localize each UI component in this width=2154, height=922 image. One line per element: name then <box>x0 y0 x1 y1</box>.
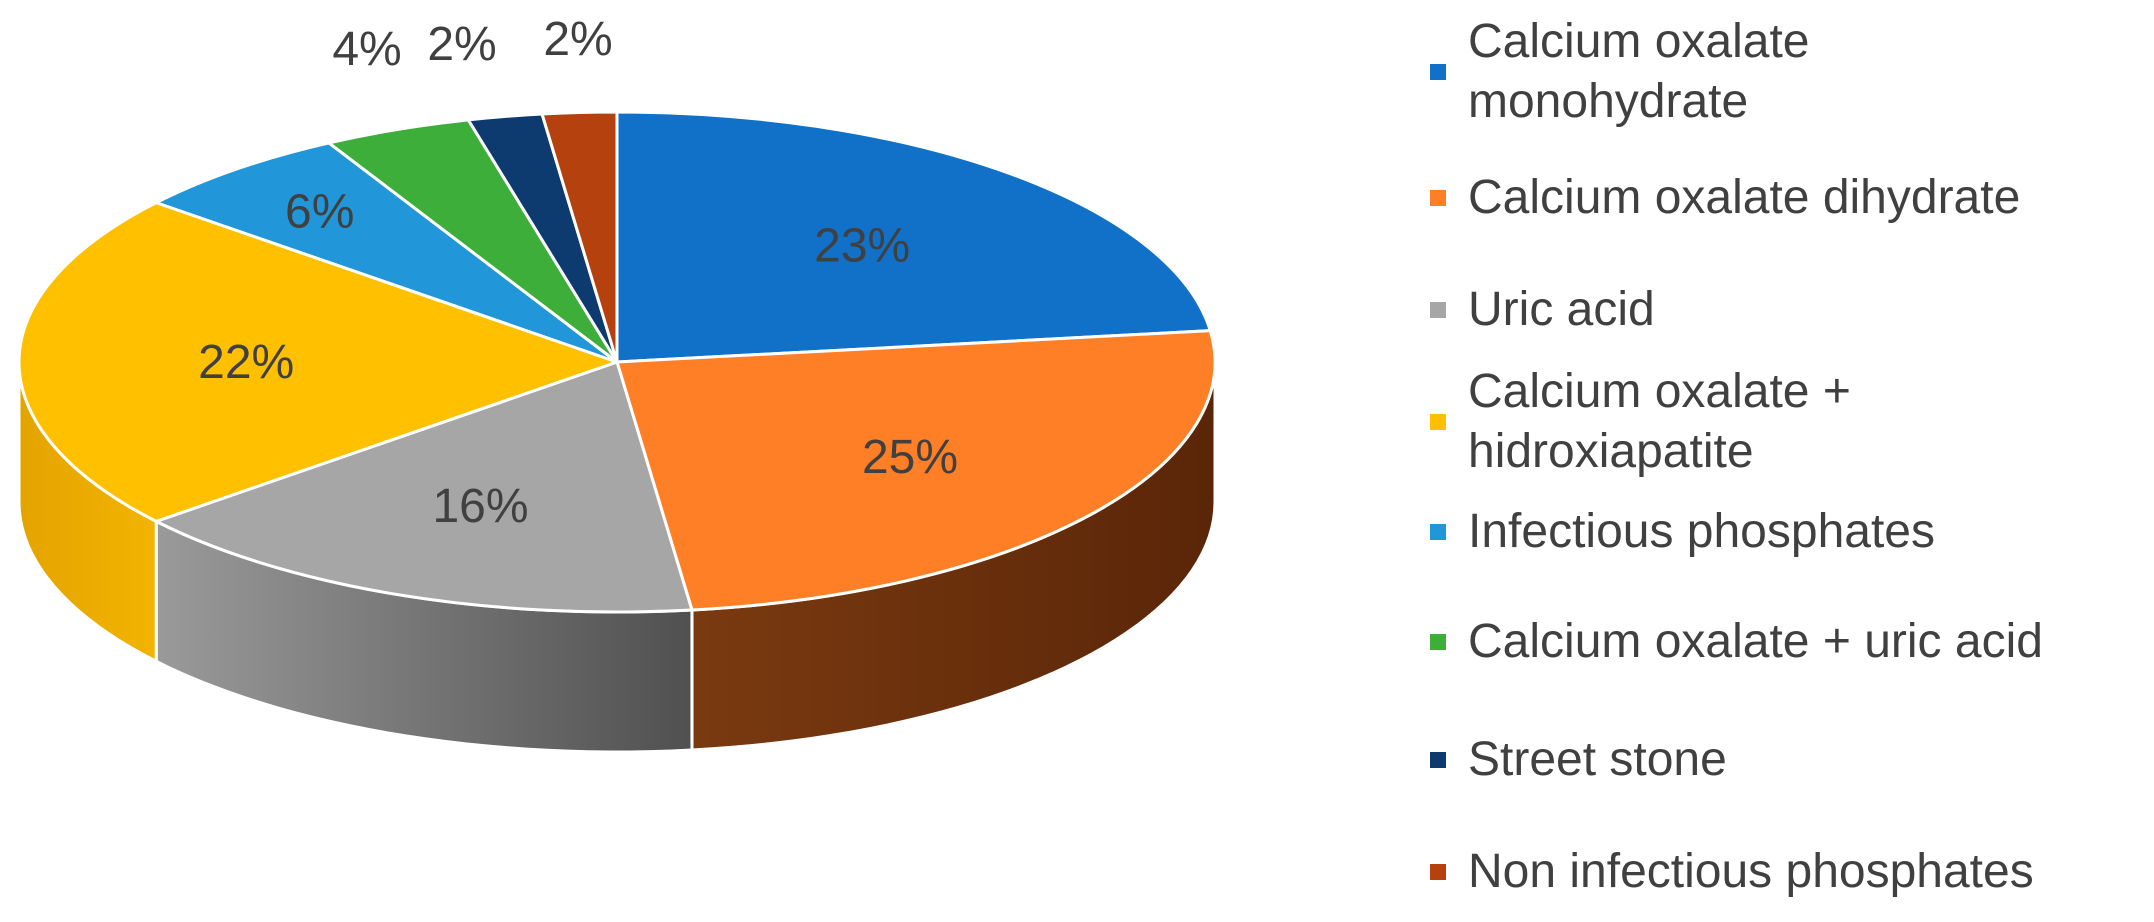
data-label-7: 2% <box>543 13 612 66</box>
data-label-0: 23% <box>814 220 910 273</box>
data-label-5: 4% <box>332 23 401 76</box>
legend-swatch <box>1430 414 1446 430</box>
legend-item: Non infectious phosphates <box>1430 842 2150 902</box>
legend-swatch <box>1430 752 1446 768</box>
legend-label: Street stone <box>1468 733 1727 786</box>
pie-sides <box>17 361 1217 754</box>
legend-item: Infectious phosphates <box>1430 502 2150 562</box>
legend-label: Calcium oxalate + uric acid <box>1468 615 2043 668</box>
pie-slice-7 <box>540 110 619 364</box>
data-label-3: 22% <box>198 336 294 389</box>
legend-swatch <box>1430 190 1446 206</box>
pie-chart: 23% 25% 16% 22% 6% 4% 2% 2% <box>17 13 1217 754</box>
legend-item: Street stone <box>1430 730 2150 790</box>
pie-slice-4 <box>154 141 619 364</box>
legend-swatch <box>1430 64 1446 80</box>
legend-label: Uric acid <box>1468 283 1655 336</box>
pie-slice-0 <box>615 110 1212 364</box>
legend-item: Calcium oxalate + hidroxiapatite <box>1430 362 2150 482</box>
legend-label: Calcium oxalate dihydrate <box>1468 171 2021 224</box>
data-label-2: 16% <box>432 480 528 533</box>
pie-tops <box>17 110 1217 614</box>
data-label-6: 2% <box>427 18 496 71</box>
legend-label: Calcium oxalate monohydrate <box>1468 15 1810 128</box>
pie-slice-2 <box>154 360 694 614</box>
legend-item: Calcium oxalate dihydrate <box>1430 168 2150 228</box>
pie-slice-3 <box>17 201 619 523</box>
legend-swatch <box>1430 634 1446 650</box>
legend-item: Calcium oxalate + uric acid <box>1430 612 2150 672</box>
data-label-4: 6% <box>285 186 354 239</box>
legend-swatch <box>1430 524 1446 540</box>
legend-label: Infectious phosphates <box>1468 505 1935 558</box>
legend-swatch <box>1430 864 1446 880</box>
legend-item: Calcium oxalate monohydrate <box>1430 12 2150 132</box>
legend-label: Calcium oxalate + hidroxiapatite <box>1468 365 1851 478</box>
legend-label: Non infectious phosphates <box>1468 845 2034 898</box>
data-label-1: 25% <box>862 431 958 484</box>
legend-item: Uric acid <box>1430 280 2150 340</box>
pie-slice-1 <box>615 329 1217 612</box>
pie-labels: 23% 25% 16% 22% 6% 4% 2% 2% <box>198 13 958 533</box>
legend-swatch <box>1430 302 1446 318</box>
